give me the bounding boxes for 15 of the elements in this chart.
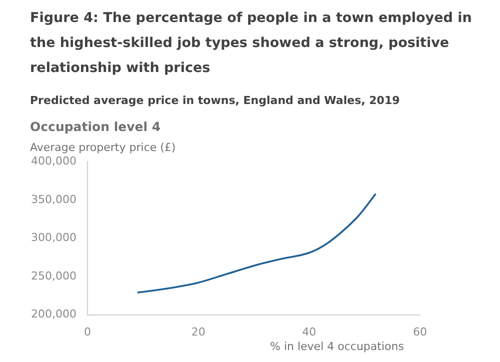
chart-subtitle: Predicted average price in towns, England and Wales, 2019 [30,94,400,107]
chart-title: Figure 4: The percentage of people in a town employed in the highest-skilled job types showed a strong, positive relationship with prices [30,9,473,78]
line-series [136,192,377,294]
y-tick-label: 350,000 [30,192,76,206]
x-tick-label: 60 [413,325,427,338]
x-axis-title: % in level 4 occupations [270,340,404,353]
x-tick-label: 20 [191,325,206,338]
y-tick-label: 300,000 [30,231,76,244]
y-tick-label: 400,000 [30,154,76,168]
text: Occupation level 4 [30,119,161,134]
y-tick-label: 250,000 [30,269,76,282]
y-axis-title: Average property price (£) [30,141,176,154]
y-tick-label: 200,000 [30,308,76,321]
x-tick-label: 0 [84,325,91,338]
x-tick-label: 40 [302,325,316,338]
